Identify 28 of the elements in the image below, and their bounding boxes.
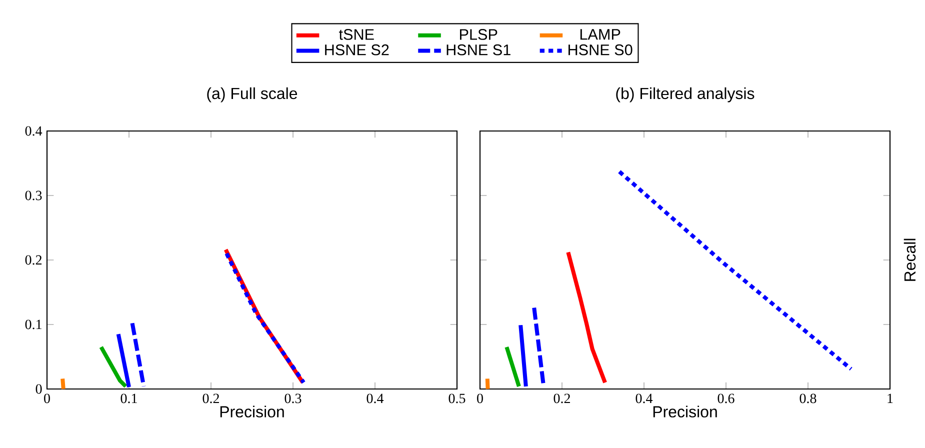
y-tick-label: 0.1	[25, 320, 42, 330]
x-tick-label: 0	[477, 394, 483, 404]
x-tick-label: 0.6	[718, 394, 734, 404]
chart-title: (b) Filtered analysis	[616, 87, 754, 102]
x-tick-label: 0.5	[448, 394, 466, 404]
x-tick-label: 0.2	[554, 394, 570, 404]
x-tick-label: 0.8	[800, 394, 816, 404]
x-tick-label: 0.3	[284, 394, 302, 404]
x-tick-label: 0.1	[120, 394, 137, 404]
x-tick-label: 0.4	[636, 394, 653, 404]
x-tick-label: 0.2	[202, 394, 219, 404]
legend-label: tSNE	[339, 29, 374, 40]
legend-label: LAMP	[580, 29, 620, 40]
legend-label: HSNE S0	[568, 44, 632, 56]
y-tick-label: 0	[36, 384, 42, 394]
x-tick-label: 0.4	[366, 394, 384, 404]
y-tick-label: 0.4	[25, 126, 42, 136]
legend-label: HSNE S1	[446, 44, 510, 56]
y-tick-label: 0.2	[25, 255, 42, 265]
x-tick-label: 1	[888, 394, 893, 403]
legend-label: HSNE S2	[325, 44, 389, 56]
x-axis-title: Precision	[653, 406, 717, 418]
x-tick-label: 0	[44, 394, 50, 404]
y-axis-title: Recall	[904, 238, 916, 281]
x-axis-title: Precision	[220, 406, 284, 418]
chart-title: (a) Full scale	[207, 87, 298, 102]
legend-label: PLSP	[460, 29, 498, 40]
y-tick-label: 0.3	[25, 190, 42, 200]
